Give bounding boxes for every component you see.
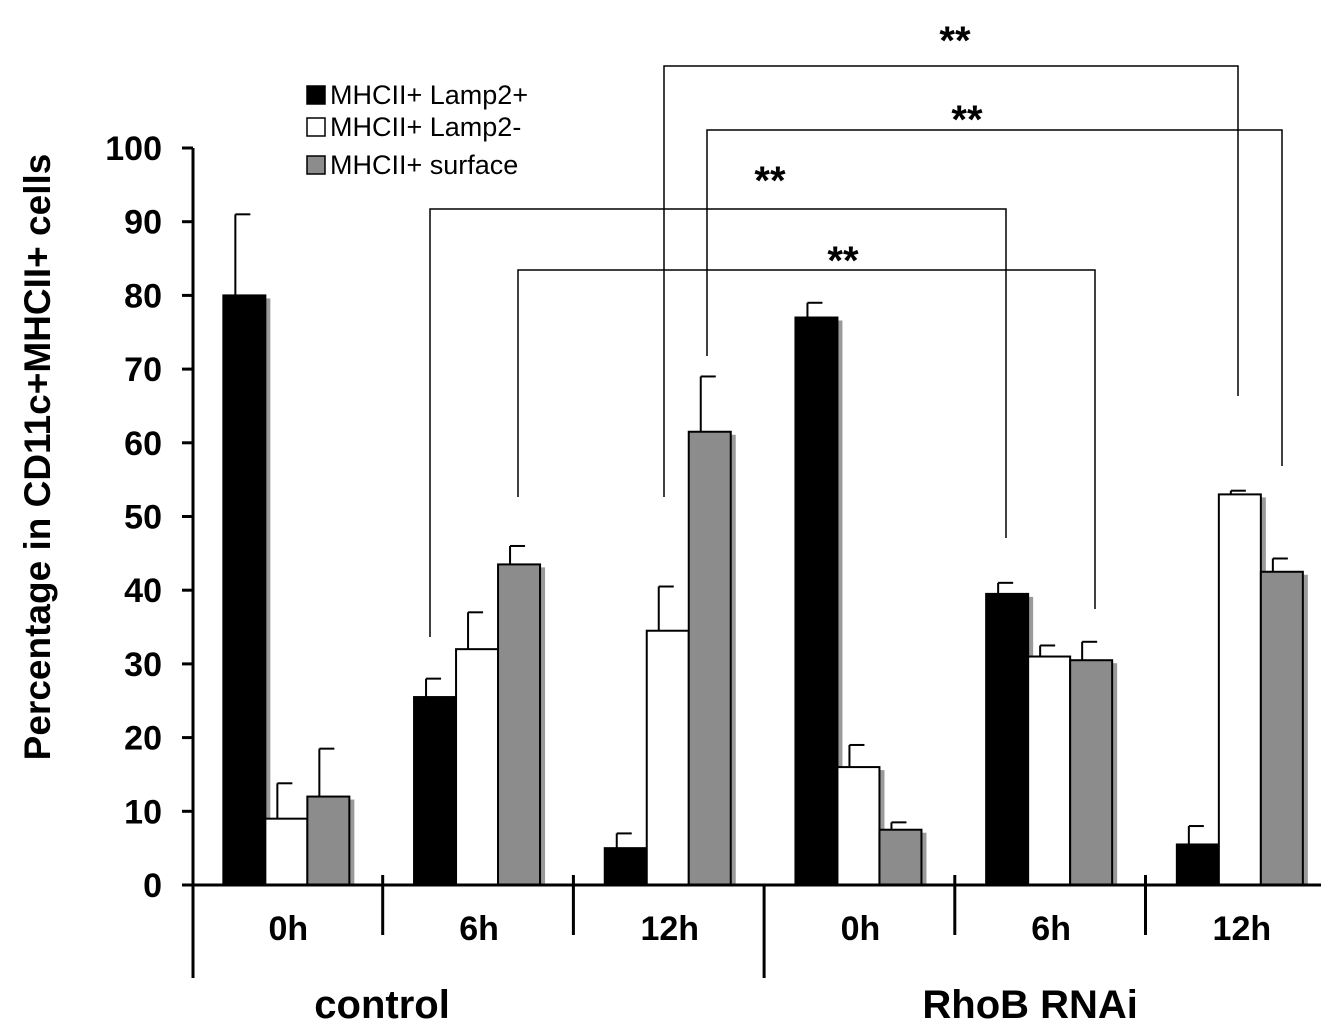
- legend-swatch: [306, 155, 326, 175]
- y-tick-label: 50: [124, 499, 162, 537]
- significance-bracket: [706, 129, 1283, 466]
- significance-label: **: [754, 159, 786, 203]
- significance-label: **: [827, 239, 859, 283]
- bar-shadows: [228, 298, 1308, 885]
- y-tick-label: 10: [124, 793, 162, 831]
- significance-brackets: ** ** ** **: [429, 19, 1283, 637]
- y-axis-label: Percentage in CD11c+MHCII+ cells: [17, 154, 58, 761]
- y-tick-labels: 0 10 20 30 40 50 60 70 80 90 100: [105, 130, 162, 905]
- category-labels: 0h 6h 12h 0h 6h 12h: [269, 910, 1272, 948]
- bar: [603, 847, 648, 887]
- significance-label: **: [939, 19, 971, 63]
- legend-label: MHCII+ Lamp2+: [330, 80, 528, 110]
- bar: [1175, 843, 1220, 887]
- bar: [985, 592, 1030, 886]
- significance-label: **: [951, 98, 983, 142]
- legend: MHCII+ Lamp2+MHCII+ Lamp2- MHCII+ surface: [306, 80, 528, 180]
- significance-bracket: [429, 208, 1007, 637]
- bar: [264, 817, 309, 886]
- group-label: control: [314, 983, 450, 1027]
- bar: [794, 316, 839, 886]
- y-tick-label: 20: [124, 720, 162, 758]
- category-label: 12h: [1213, 910, 1272, 948]
- bar: [687, 430, 732, 886]
- bar: [1217, 493, 1262, 886]
- significance-bracket: [663, 65, 1239, 497]
- y-tick-label: 90: [124, 204, 162, 242]
- y-tick-label: 80: [124, 277, 162, 315]
- category-label: 12h: [640, 910, 699, 948]
- legend-swatch: [306, 117, 326, 137]
- group-label: RhoB RNAi: [922, 983, 1138, 1027]
- bar: [1069, 659, 1114, 887]
- bar: [222, 294, 267, 886]
- bar: [497, 563, 542, 887]
- bar: [878, 828, 923, 886]
- category-label: 6h: [459, 910, 499, 948]
- category-label: 6h: [1031, 910, 1071, 948]
- y-tick-label: 30: [124, 646, 162, 684]
- legend-swatch: [306, 85, 326, 105]
- y-tick-label: 70: [124, 351, 162, 389]
- bar: [1027, 655, 1072, 887]
- bar: [455, 648, 500, 886]
- y-tick-label: 40: [124, 572, 162, 610]
- bar: [413, 696, 458, 886]
- bars: [222, 294, 1304, 887]
- group-labels: control RhoB RNAi: [314, 983, 1138, 1027]
- y-tick-label: 100: [105, 130, 162, 168]
- category-label: 0h: [841, 910, 881, 948]
- y-tick-label: 0: [143, 867, 162, 905]
- category-label: 0h: [269, 910, 309, 948]
- legend-label: MHCII+ surface: [330, 150, 518, 180]
- bar: [836, 766, 881, 887]
- bar: [1259, 570, 1304, 887]
- y-tick-label: 60: [124, 425, 162, 463]
- error-bars: [234, 213, 1288, 849]
- significance-bracket: [517, 269, 1096, 609]
- bar: [645, 629, 690, 886]
- bar: [306, 795, 351, 886]
- legend-label: MHCII+ Lamp2-: [330, 112, 521, 142]
- axes: [182, 146, 1321, 978]
